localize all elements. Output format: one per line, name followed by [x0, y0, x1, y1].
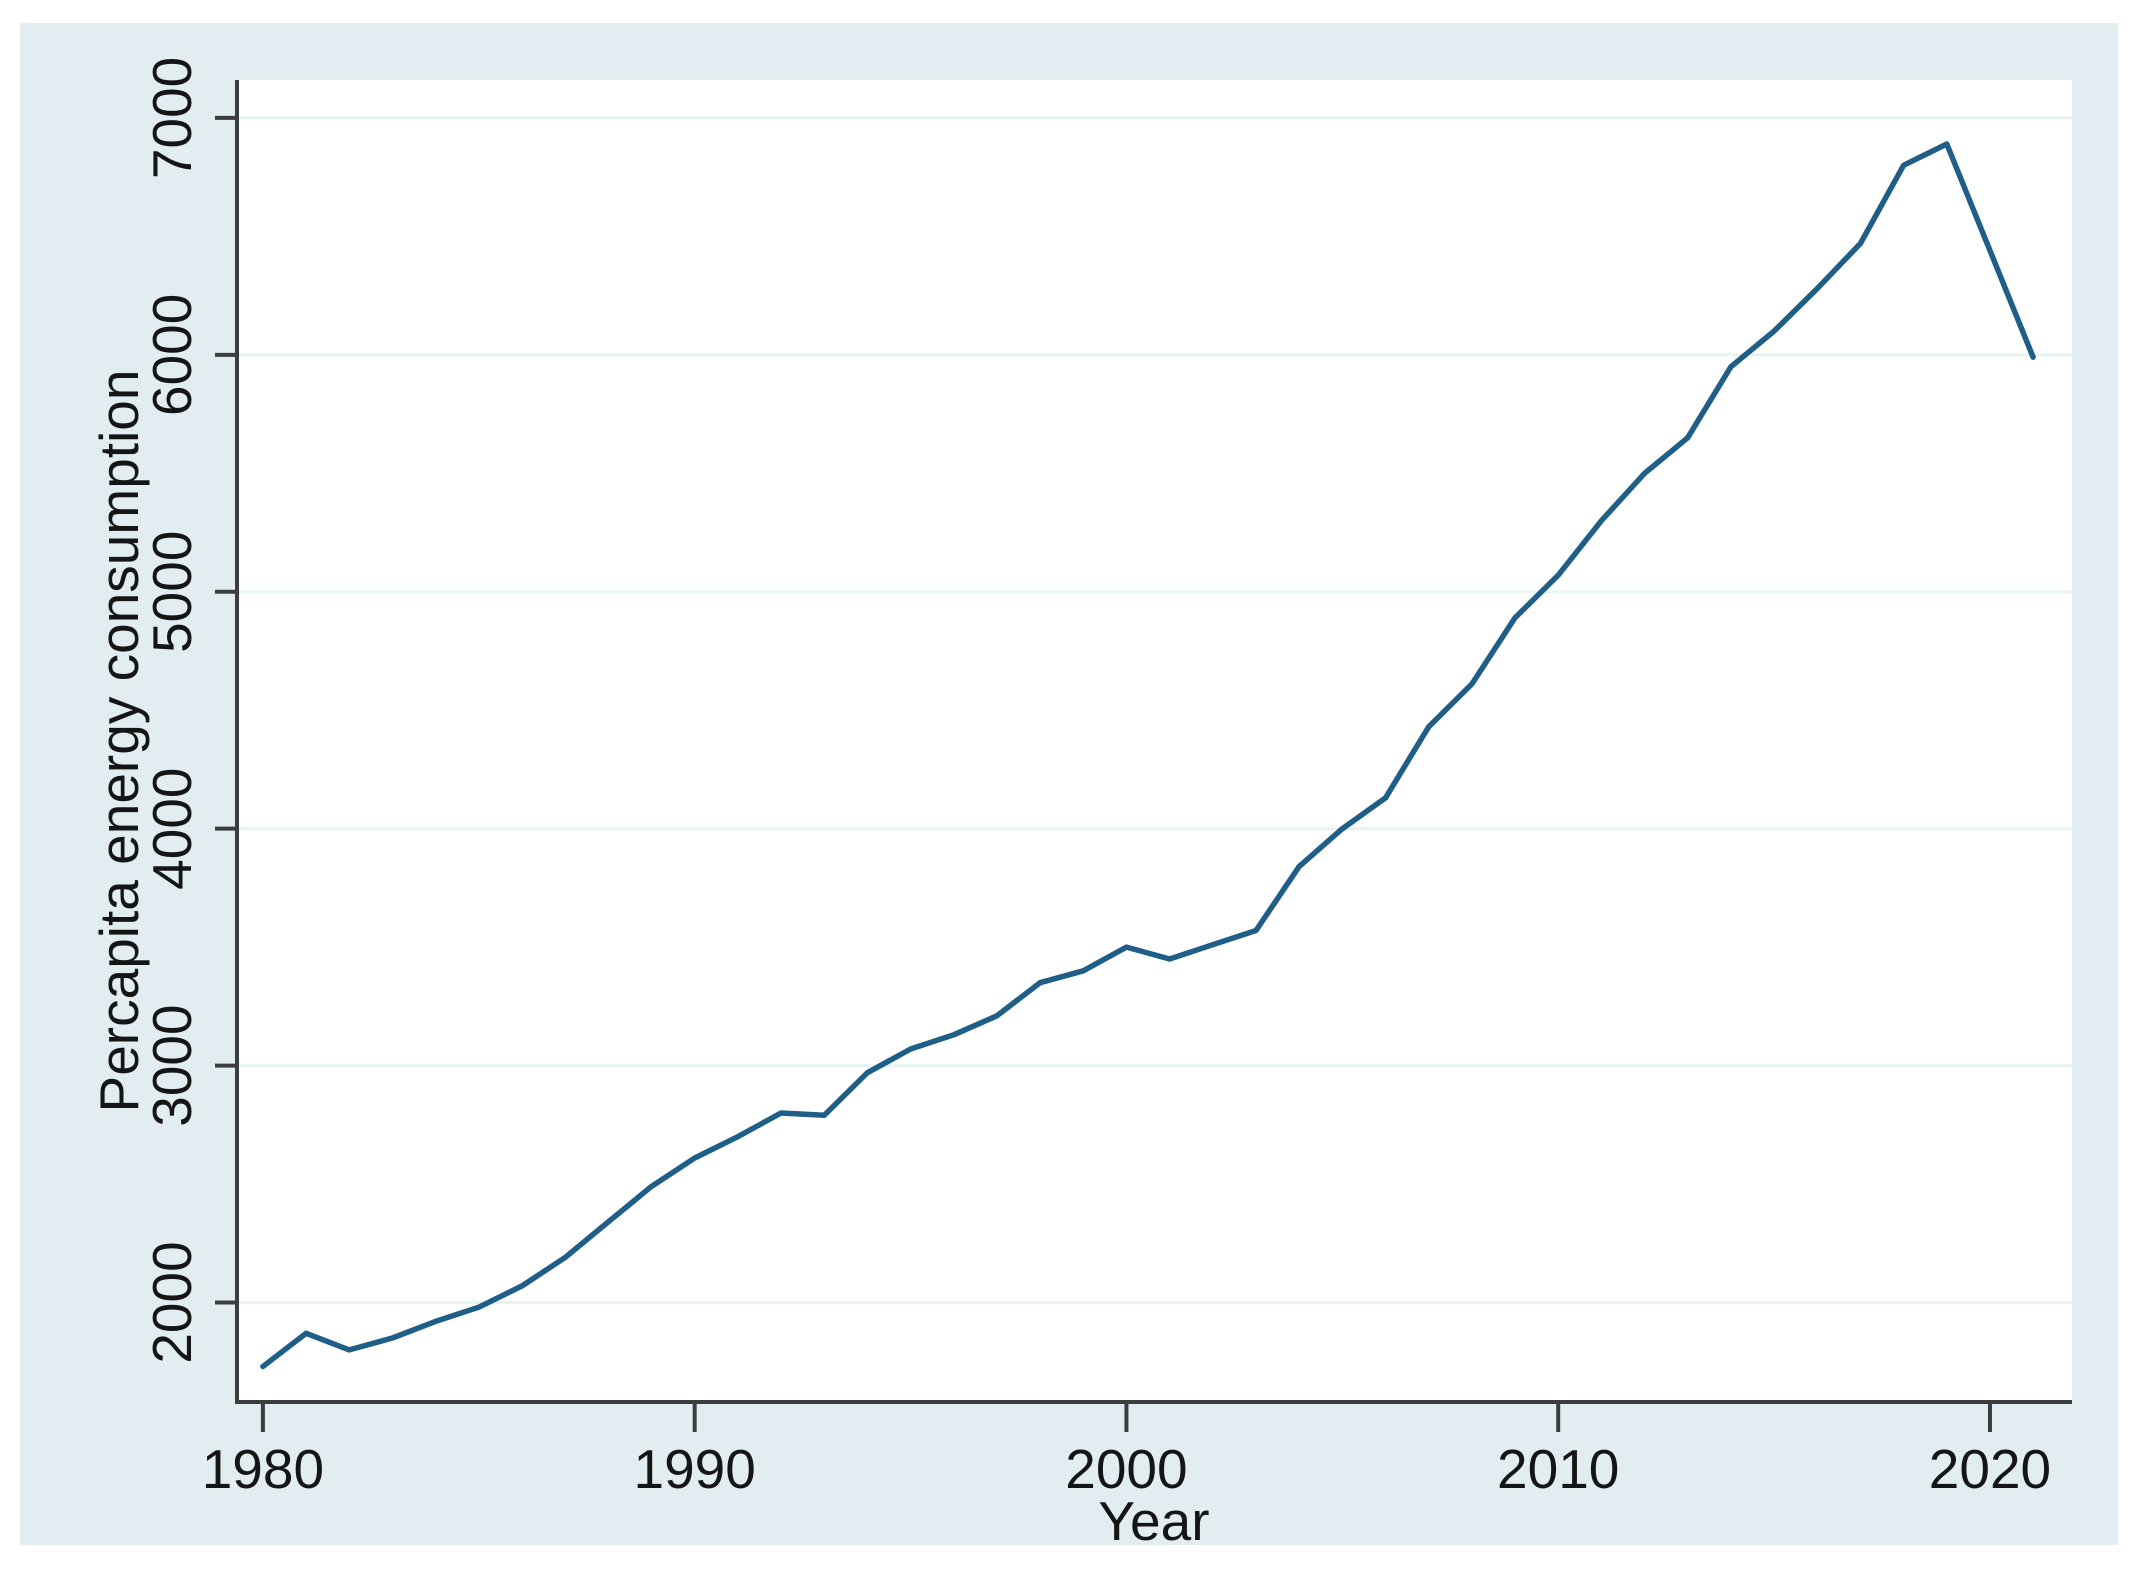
- gridlines: [237, 116, 2072, 1304]
- y-axis-title: Percapita energy consumption: [88, 370, 150, 1113]
- y-tick-label: 4000: [141, 767, 203, 889]
- x-tick-label: 2000: [1065, 1438, 1187, 1500]
- x-tick-label: 2010: [1497, 1438, 1619, 1500]
- series-group: [260, 141, 2036, 1370]
- y-tick-label: 5000: [141, 531, 203, 653]
- y-tick-label: 7000: [141, 57, 203, 179]
- x-tick-label: 2020: [1929, 1438, 2051, 1500]
- x-axis-title: Year: [1098, 1490, 1209, 1552]
- x-ticks: 1980 1990 2000 2010 2020: [202, 1404, 2051, 1500]
- y-tick-label: 6000: [141, 294, 203, 416]
- y-tick-label: 3000: [141, 1004, 203, 1126]
- y-tick-label: 2000: [141, 1241, 203, 1363]
- plot-area: [237, 80, 2072, 1402]
- x-tick-label: 1980: [202, 1438, 324, 1500]
- series-line: [260, 141, 2036, 1370]
- x-tick-label: 1990: [633, 1438, 755, 1500]
- y-ticks: 2000 3000 4000 5000 6000 7000: [141, 57, 235, 1364]
